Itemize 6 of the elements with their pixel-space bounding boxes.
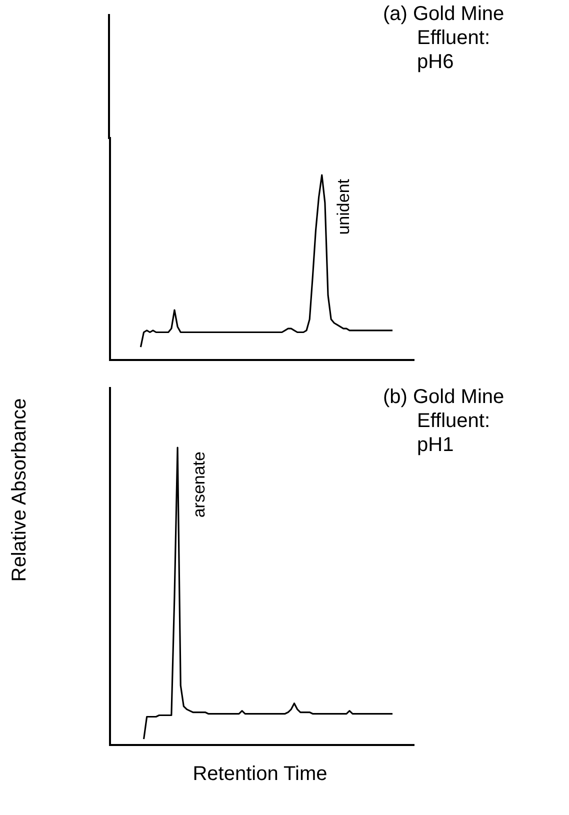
chart-title: (b) Gold Mine Effluent: pH1	[383, 385, 506, 457]
annotation: unident	[334, 178, 354, 235]
x-axis-title: Retention Time	[192, 763, 328, 786]
y-axis-title: Relative Absorbance	[8, 398, 32, 582]
chart-title: (a) Gold Mine Effluent: pH6	[383, 2, 506, 74]
annotation: arsenate	[190, 452, 209, 518]
